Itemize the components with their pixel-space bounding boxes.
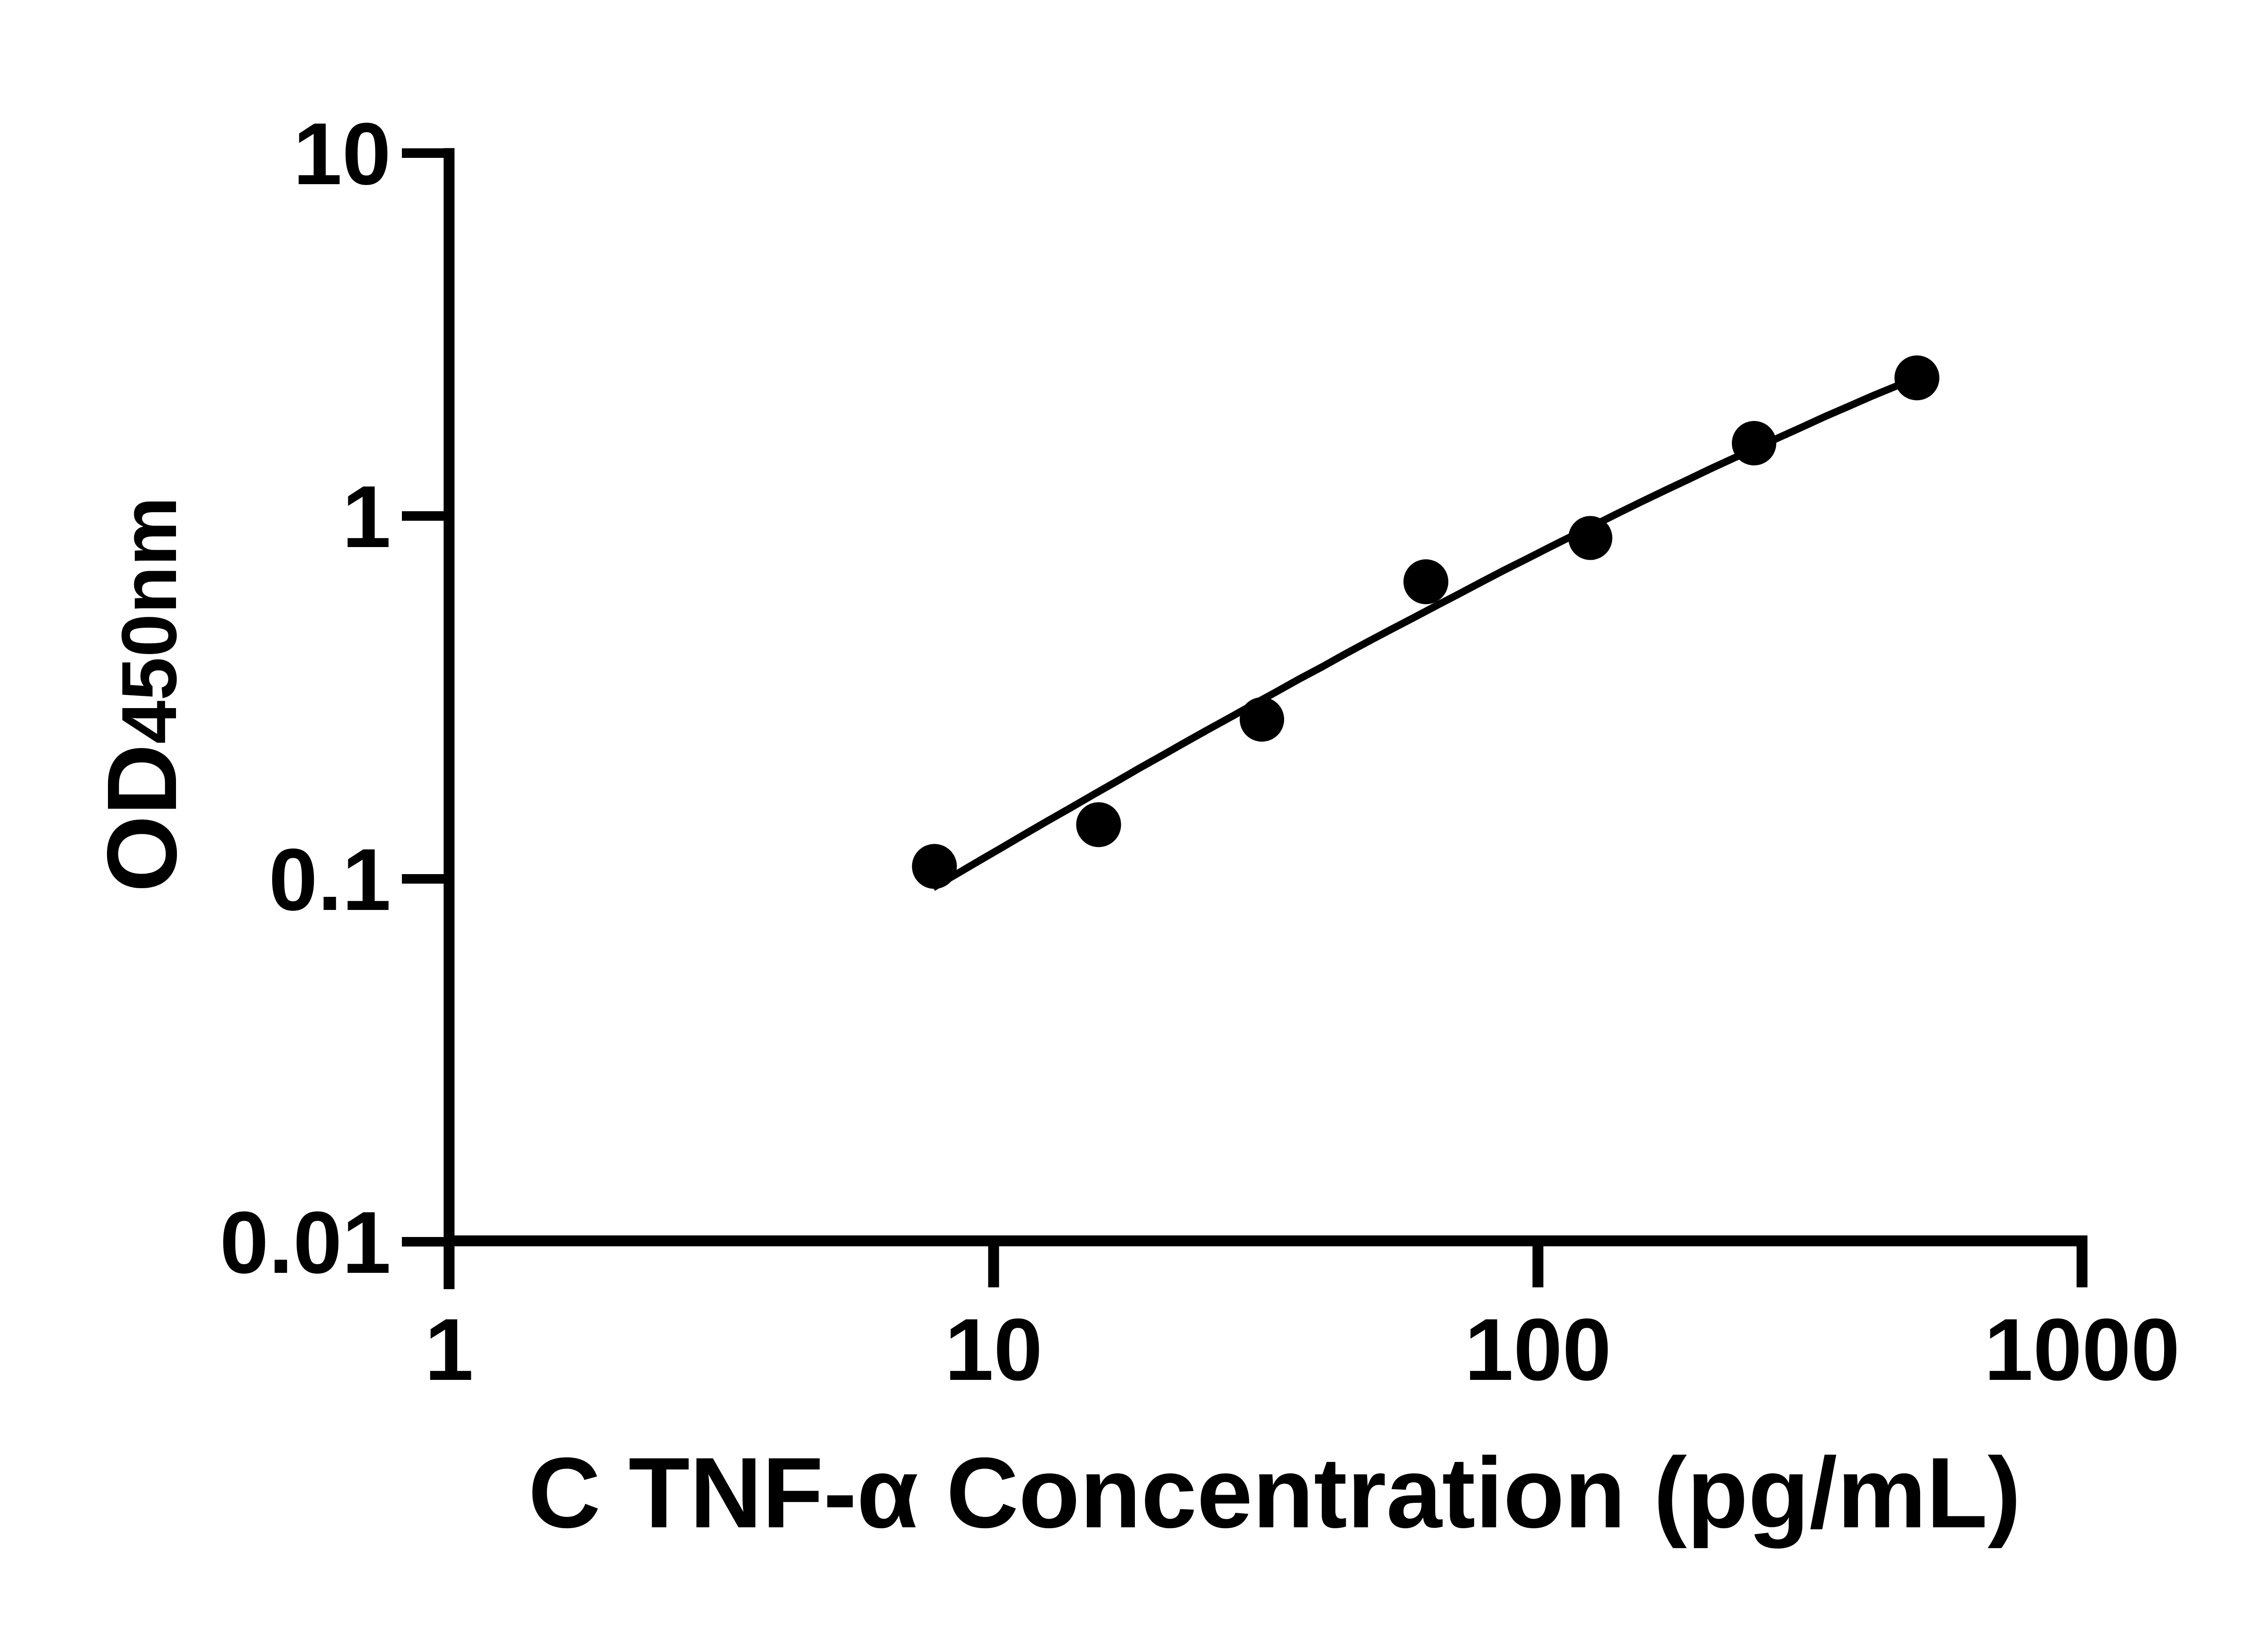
svg-text:0.01: 0.01: [220, 1193, 391, 1292]
svg-text:100: 100: [1465, 1301, 1612, 1399]
svg-text:10: 10: [293, 105, 391, 203]
svg-text:OD450nm: OD450nm: [87, 497, 197, 892]
svg-text:1: 1: [425, 1301, 474, 1399]
svg-text:10: 10: [945, 1301, 1043, 1399]
svg-text:1000: 1000: [1984, 1301, 2180, 1399]
svg-text:C TNF-α Concentration (pg/mL): C TNF-α Concentration (pg/mL): [528, 1437, 2021, 1549]
svg-text:1: 1: [342, 468, 391, 566]
svg-text:0.1: 0.1: [269, 831, 391, 929]
